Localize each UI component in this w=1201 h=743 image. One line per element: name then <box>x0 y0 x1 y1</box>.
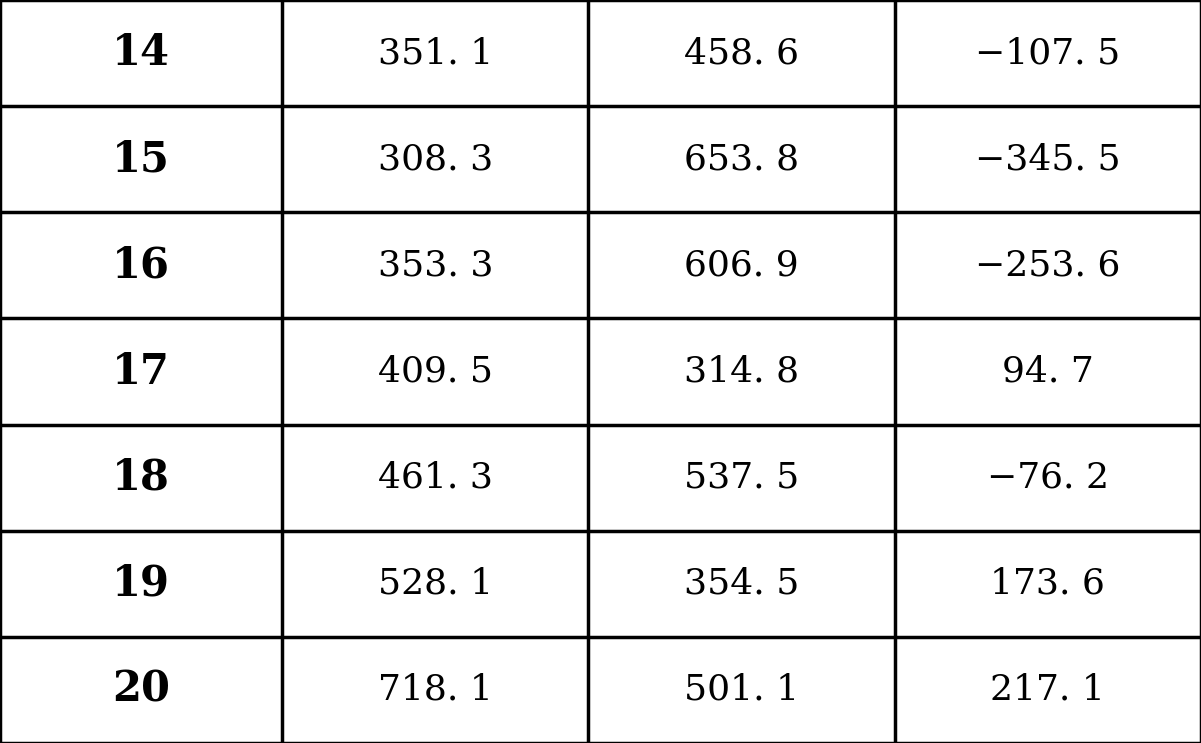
Text: 354. 5: 354. 5 <box>683 567 800 601</box>
Text: 16: 16 <box>112 244 171 286</box>
Text: 537. 5: 537. 5 <box>685 461 799 495</box>
Text: 718. 1: 718. 1 <box>378 673 492 707</box>
Text: 19: 19 <box>112 562 171 605</box>
Text: 501. 1: 501. 1 <box>685 673 799 707</box>
Text: 20: 20 <box>112 669 171 711</box>
Text: −253. 6: −253. 6 <box>975 248 1121 282</box>
Text: 15: 15 <box>112 138 171 181</box>
Text: −107. 5: −107. 5 <box>975 36 1121 70</box>
Text: 528. 1: 528. 1 <box>378 567 492 601</box>
Text: 94. 7: 94. 7 <box>1002 354 1094 389</box>
Text: 173. 6: 173. 6 <box>991 567 1105 601</box>
Text: 217. 1: 217. 1 <box>991 673 1105 707</box>
Text: 351. 1: 351. 1 <box>378 36 492 70</box>
Text: 308. 3: 308. 3 <box>378 142 492 176</box>
Text: 14: 14 <box>112 32 171 74</box>
Text: 461. 3: 461. 3 <box>378 461 492 495</box>
Text: 606. 9: 606. 9 <box>685 248 799 282</box>
Text: 653. 8: 653. 8 <box>685 142 799 176</box>
Text: −345. 5: −345. 5 <box>975 142 1121 176</box>
Text: −76. 2: −76. 2 <box>987 461 1109 495</box>
Text: 409. 5: 409. 5 <box>378 354 492 389</box>
Text: 458. 6: 458. 6 <box>685 36 799 70</box>
Text: 314. 8: 314. 8 <box>685 354 799 389</box>
Text: 18: 18 <box>112 457 171 499</box>
Text: 353. 3: 353. 3 <box>377 248 494 282</box>
Text: 17: 17 <box>112 351 171 392</box>
